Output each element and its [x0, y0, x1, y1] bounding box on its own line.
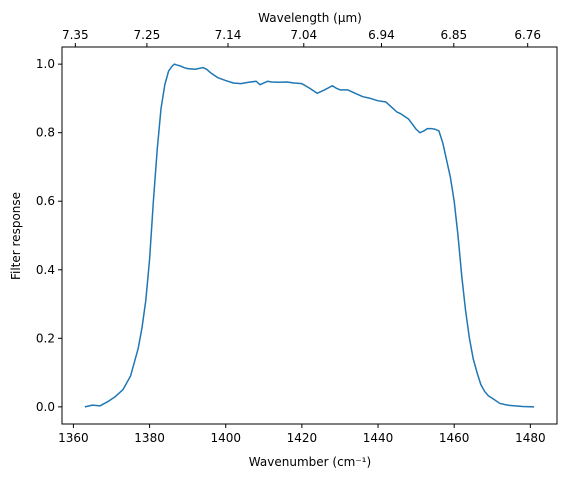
top-axis-title: Wavelength (μm)	[258, 11, 362, 25]
x-tick-label: 1420	[287, 431, 318, 445]
x-tick-label: 1440	[363, 431, 394, 445]
y-tick-label: 0.4	[36, 263, 55, 277]
x-tick-label: 1480	[515, 431, 546, 445]
x-tick-label: 1460	[439, 431, 470, 445]
x-tick-label: 1360	[58, 431, 89, 445]
y-tick-label: 0.0	[36, 400, 55, 414]
top-tick-label: 7.14	[215, 28, 242, 42]
top-tick-label: 7.04	[290, 28, 317, 42]
y-tick-label: 0.2	[36, 331, 55, 345]
y-tick-label: 0.8	[36, 126, 55, 140]
series-line-0	[84, 63, 535, 408]
plot-area	[84, 63, 535, 408]
y-tick-label: 0.6	[36, 194, 55, 208]
y-axis-title: Filter response	[9, 192, 23, 280]
top-tick-label: 7.25	[134, 28, 161, 42]
top-tick-label: 6.76	[514, 28, 541, 42]
top-tick-label: 6.94	[368, 28, 395, 42]
axes: 1360 1380 1400 1420 1440 1460 1480 0.0 0.2 0.4 0.6…	[36, 28, 558, 445]
y-tick-label: 1.0	[36, 57, 55, 71]
x-axis-title: Wavenumber (cm⁻¹)	[249, 455, 371, 469]
axes-frame	[61, 46, 558, 425]
top-tick-label: 6.85	[440, 28, 467, 42]
top-tick-label: 7.35	[62, 28, 89, 42]
x-tick-label: 1400	[210, 431, 241, 445]
x-tick-label: 1380	[134, 431, 165, 445]
